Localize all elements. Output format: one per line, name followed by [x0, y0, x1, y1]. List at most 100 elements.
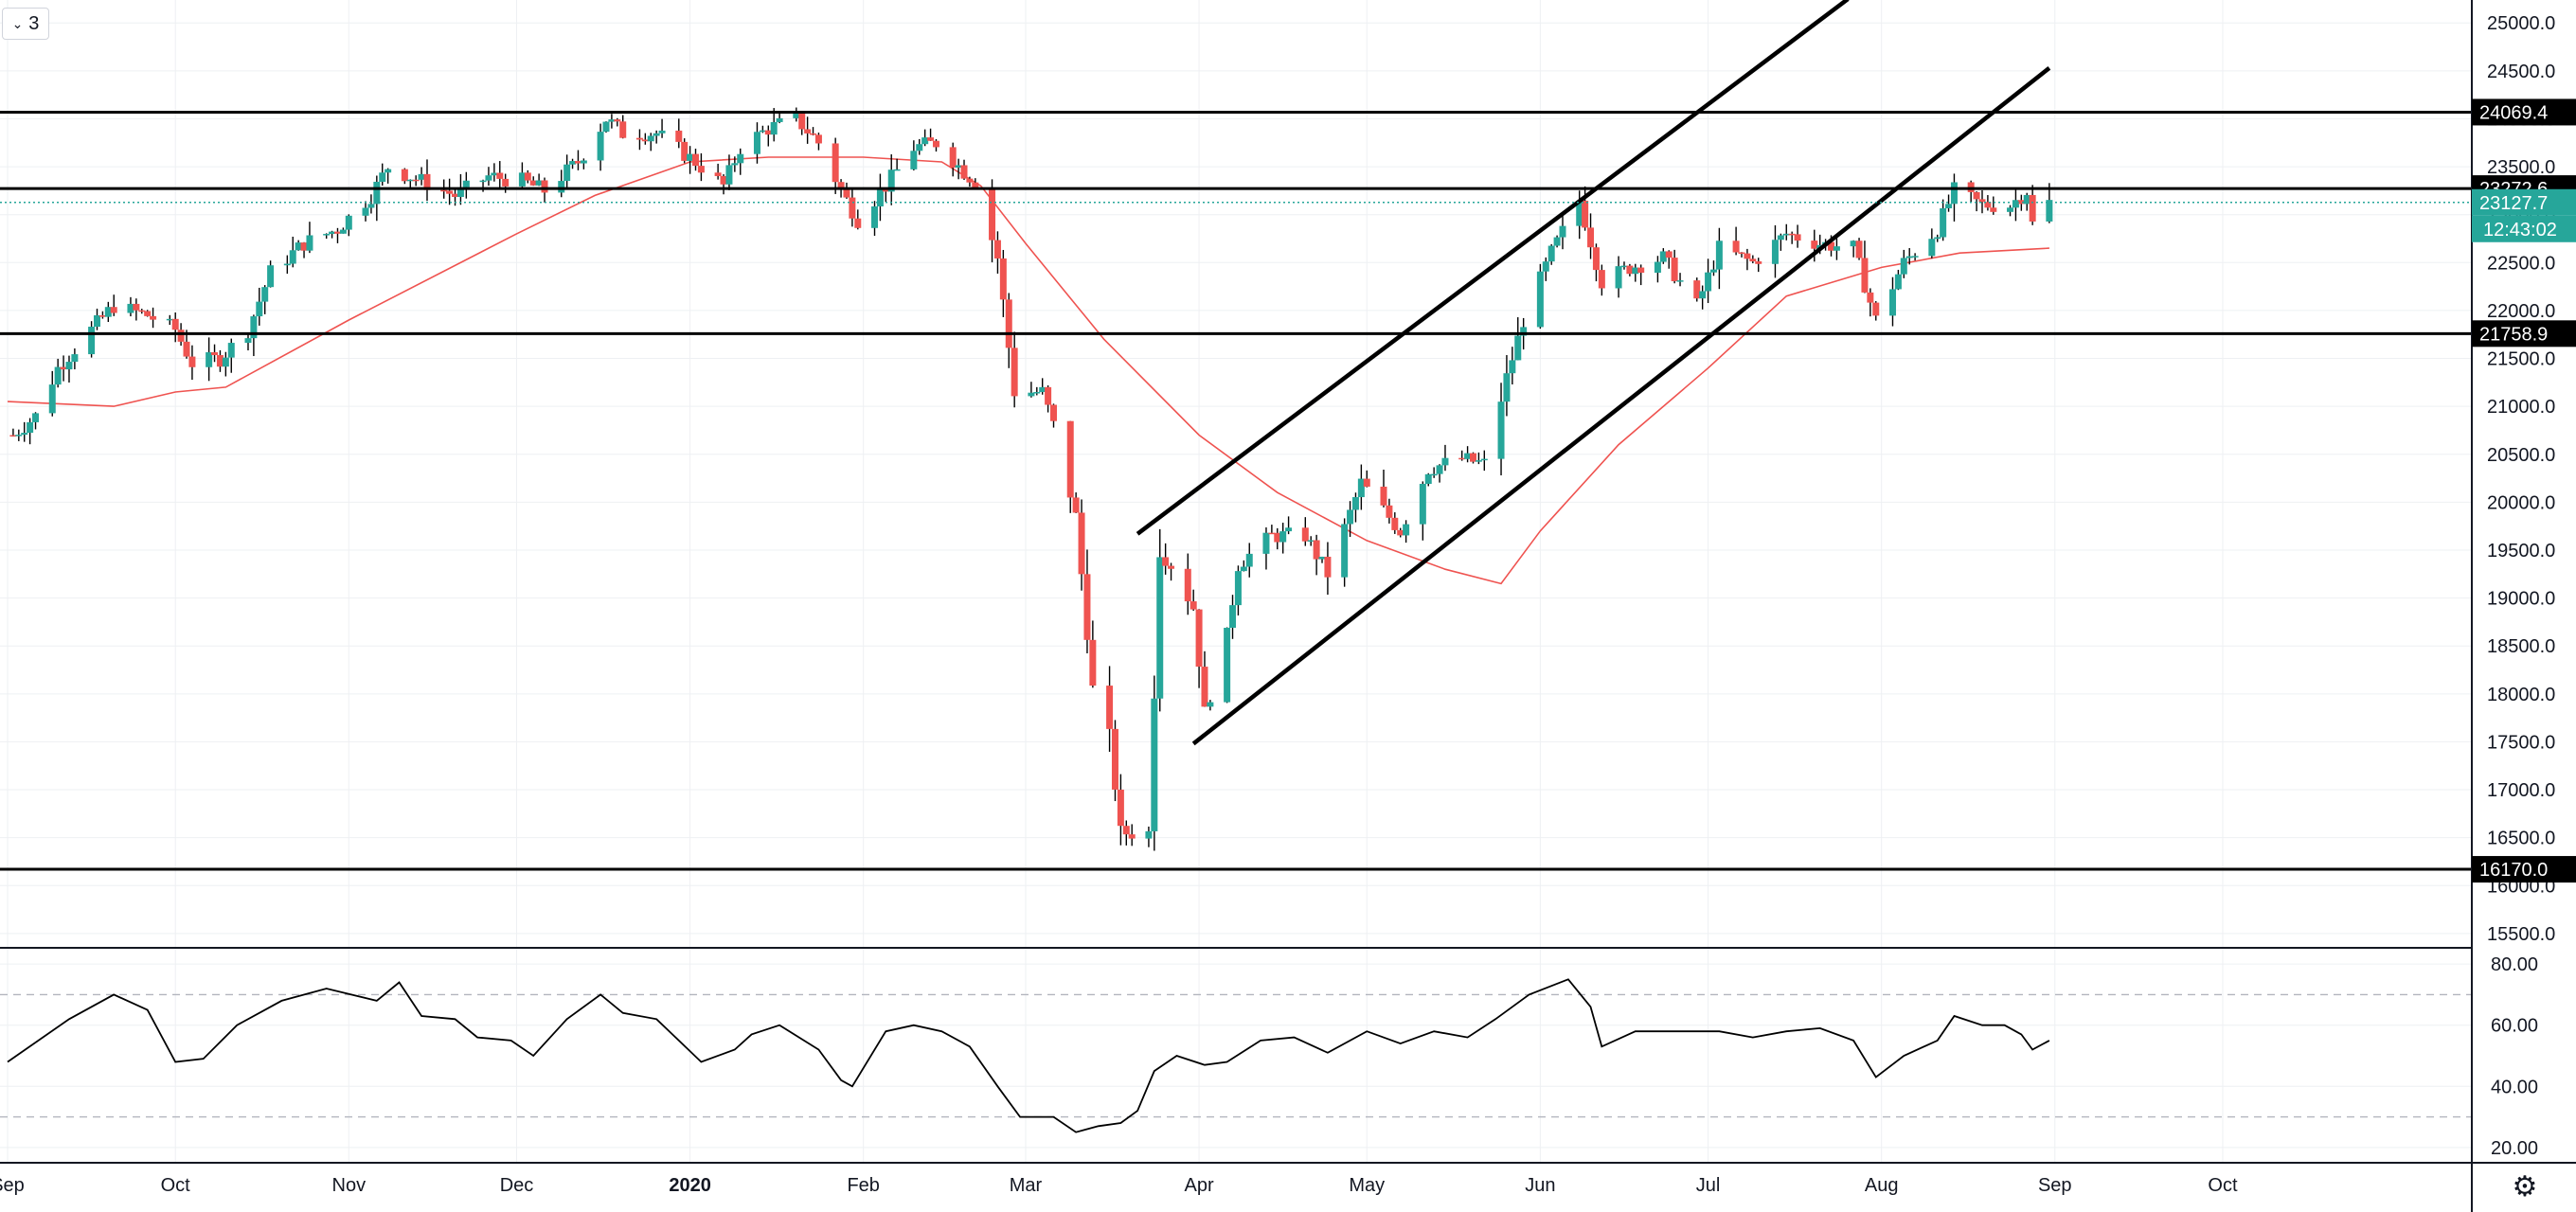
candle-body: [776, 117, 783, 122]
candle-body: [283, 263, 291, 266]
interval-button[interactable]: ⌄ 3: [2, 8, 49, 40]
candle-body: [244, 338, 252, 344]
candle-body: [524, 172, 531, 181]
candle-body: [379, 172, 386, 182]
interval-label: 3: [28, 12, 40, 34]
candle-body: [1782, 233, 1790, 236]
candle-body: [1626, 265, 1634, 275]
candle-body: [529, 180, 537, 186]
candle-body: [955, 165, 962, 169]
candle-body: [1436, 465, 1443, 474]
candle-body: [1475, 460, 1482, 462]
candle-body: [27, 421, 34, 434]
candle-body: [916, 144, 923, 152]
candle-body: [541, 180, 548, 193]
price-tick-label: 18500.0: [2487, 636, 2555, 657]
price-axis[interactable]: 15500.016000.016500.017000.017500.018000…: [2487, 13, 2555, 1159]
candle-body: [188, 356, 196, 367]
candle-body: [1738, 252, 1745, 254]
price-tick-label: 17000.0: [2487, 780, 2555, 801]
candle-body: [1928, 239, 1936, 257]
candle-body: [1833, 246, 1840, 251]
candle-body: [339, 229, 347, 234]
candle-body: [1978, 199, 1986, 203]
time-tick-label: Nov: [332, 1175, 367, 1196]
price-tick-label: 22000.0: [2487, 301, 2555, 322]
drawings[interactable]: [0, 0, 2472, 871]
price-tick-label: 21000.0: [2487, 397, 2555, 418]
candle-body: [608, 119, 616, 122]
time-axis[interactable]: Sep Oct Nov Dec 2020 Feb Mar Apr May Jun Jul Aug Sep…: [0, 1175, 2238, 1196]
candle-body: [564, 164, 571, 182]
level-price-tag: [2472, 98, 2576, 126]
time-tick-label: 2020: [669, 1175, 711, 1196]
candle-body: [1520, 327, 1528, 336]
candle-body: [1509, 360, 1516, 374]
candle-body: [1632, 267, 1639, 275]
gear-icon[interactable]: ⚙: [2512, 1171, 2538, 1203]
trend-line[interactable]: [1136, 0, 1850, 536]
candle-body: [1828, 241, 1835, 251]
candle-body: [1715, 241, 1723, 270]
level-price-tag: [2472, 320, 2576, 348]
candle-body: [267, 265, 275, 288]
candle-body: [144, 311, 152, 316]
candle-body: [1168, 565, 1175, 569]
candle-body: [1307, 540, 1315, 543]
candle-body: [1911, 256, 1919, 258]
candle-body: [71, 354, 79, 363]
candle-body: [1693, 280, 1701, 299]
candle-body: [972, 182, 979, 188]
candle-body: [367, 204, 375, 208]
price-tick-label: 22500.0: [2487, 253, 2555, 274]
candle-body: [1587, 227, 1595, 248]
candle-body: [1083, 574, 1091, 640]
price-tick-label: 20500.0: [2487, 445, 2555, 466]
chevron-down-icon: ⌄: [11, 15, 24, 31]
rsi-pane: [0, 963, 2472, 1149]
candle-body: [725, 165, 733, 185]
candle-body: [1341, 524, 1349, 578]
time-tick-label: Oct: [2208, 1175, 2238, 1196]
candle-body: [1078, 512, 1085, 575]
candle-body: [1582, 201, 1589, 228]
candle-body: [910, 151, 918, 169]
candle-body: [849, 197, 856, 219]
candle-body: [1234, 571, 1242, 606]
candle-body: [300, 242, 308, 251]
candle-body: [1788, 233, 1796, 236]
candle-body: [1744, 253, 1751, 259]
candle-body: [60, 366, 67, 370]
candle-body: [804, 129, 812, 134]
candle-body: [9, 435, 17, 437]
candle-body: [1497, 401, 1505, 459]
candle-body: [843, 189, 850, 198]
candle-body: [127, 303, 134, 313]
candle-body: [1151, 698, 1158, 831]
time-tick-label: May: [1349, 1175, 1385, 1196]
candle-body: [32, 413, 40, 422]
time-tick-label: Feb: [847, 1175, 879, 1196]
candle-body: [798, 112, 806, 130]
candle-body: [1145, 830, 1153, 839]
candle-body: [1424, 473, 1432, 485]
rsi-tick-label: 60.00: [2491, 1016, 2538, 1037]
candle-body: [810, 133, 817, 135]
moving-average-line: [7, 156, 2049, 585]
trend-line[interactable]: [1191, 66, 2051, 746]
candle-body: [882, 189, 889, 192]
candle-body: [535, 180, 543, 186]
price-tick-label: 18000.0: [2487, 685, 2555, 705]
candle-body: [793, 112, 800, 118]
candle-body: [306, 235, 313, 251]
candle-body: [1391, 517, 1399, 530]
candle-body: [1637, 267, 1645, 274]
candle-body: [1850, 241, 1857, 247]
candle-body: [362, 207, 369, 216]
candle-body: [1122, 826, 1130, 835]
candle-body: [1503, 373, 1511, 402]
countdown-label: 12:43:02: [2483, 220, 2557, 241]
candle-body: [1464, 453, 1472, 459]
candle-body: [1811, 241, 1818, 249]
